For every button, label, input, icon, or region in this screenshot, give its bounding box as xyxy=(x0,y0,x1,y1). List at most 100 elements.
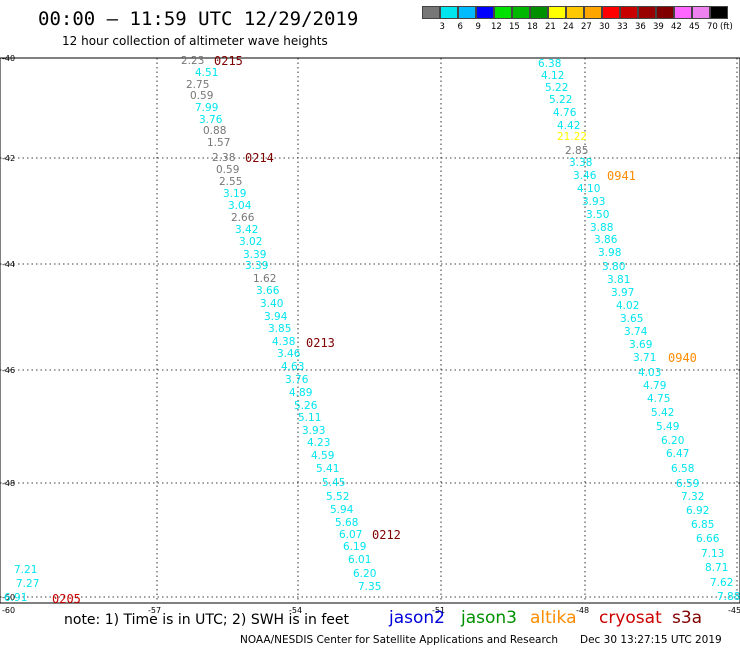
legend-value: 45 xyxy=(689,22,700,32)
swh-value: 3.97 xyxy=(611,287,634,299)
legend-swatch xyxy=(602,6,620,19)
swh-value: 6.91 xyxy=(4,592,27,604)
swh-value: 4.10 xyxy=(577,183,600,195)
legend-swatch xyxy=(710,6,728,19)
swh-value: 3.42 xyxy=(235,224,258,236)
satellite-s3a: s3a xyxy=(672,608,703,628)
swh-value: 6.20 xyxy=(353,568,376,580)
legend-swatch xyxy=(620,6,638,19)
legend-swatch xyxy=(512,6,530,19)
swh-value: 5.42 xyxy=(651,407,674,419)
legend-swatch xyxy=(494,6,512,19)
swh-value: 3.81 xyxy=(607,274,630,286)
legend-value: 15 xyxy=(509,22,520,32)
swh-value: 3.66 xyxy=(256,285,280,297)
swh-value: 2.55 xyxy=(219,176,242,188)
swh-value: 5.11 xyxy=(298,412,321,424)
swh-value: 4.12 xyxy=(541,70,564,82)
swh-value: 3.93 xyxy=(582,196,605,208)
swh-value: 7.32 xyxy=(681,491,704,503)
swh-value: 4.76 xyxy=(553,107,577,119)
pass-time: 0205 xyxy=(52,592,81,606)
swh-value: 2.85 xyxy=(565,145,588,157)
swh-value: 6.20 xyxy=(661,435,684,447)
swh-value: 5.49 xyxy=(656,421,679,433)
swh-value: 4.89 xyxy=(289,387,312,399)
swh-tracks: 2.234.512.750.597.993.760.881.572.380.59… xyxy=(4,55,740,604)
legend-value: 12 xyxy=(491,22,502,32)
swh-value: 3.39 xyxy=(245,260,268,272)
pass-time-labels: 0215 0214 0213 0212 0941 0940 0205 xyxy=(52,54,697,606)
swh-value: 5.41 xyxy=(316,463,339,475)
legend-value: 3 xyxy=(439,22,445,32)
swh-value: 0.59 xyxy=(216,164,239,176)
lon-label: -57 xyxy=(148,606,161,615)
swh-value: 2.23 xyxy=(181,55,204,67)
pass-time: 0214 xyxy=(245,151,274,165)
lon-label: -48 xyxy=(576,606,589,615)
lat-label: -50 xyxy=(2,593,15,602)
legend-swatch xyxy=(584,6,602,19)
swh-value: 3.04 xyxy=(228,200,252,212)
swh-value: 4.38 xyxy=(272,336,295,348)
swh-value: 6.59 xyxy=(676,478,699,490)
legend-swatch xyxy=(458,6,476,19)
swh-value: 4.23 xyxy=(307,437,330,449)
swh-value: 7.88 xyxy=(717,591,740,603)
legend-value: 36 xyxy=(635,22,646,32)
legend-swatch xyxy=(638,6,656,19)
grid-lines xyxy=(0,57,740,604)
lon-label: -45 xyxy=(728,606,740,615)
swh-value: 5.45 xyxy=(322,477,345,489)
swh-value: 7.13 xyxy=(701,548,724,560)
swh-value: 0.88 xyxy=(203,125,226,137)
legend-value: 21 xyxy=(545,22,556,32)
legend-swatch xyxy=(692,6,710,19)
pass-time: 0941 xyxy=(607,169,636,183)
latitude-labels: -40 -42 -44 -46 -48 -50 xyxy=(2,54,15,602)
lon-label: -51 xyxy=(432,606,445,615)
satellite-altika: altika xyxy=(530,608,577,628)
legend-value: 24 xyxy=(563,22,574,32)
lat-label: -40 xyxy=(2,54,15,63)
longitude-labels: -60 -57 -54 -51 -48 -45 xyxy=(2,606,740,615)
pass-time: 0940 xyxy=(668,351,697,365)
swh-value: 3.76 xyxy=(199,114,223,126)
swh-value: 5.68 xyxy=(335,517,358,529)
swh-value: 4.63 xyxy=(281,361,304,373)
swh-value: 6.92 xyxy=(686,505,709,517)
swh-value: 0.59 xyxy=(190,90,213,102)
swh-value: 21.22 xyxy=(557,131,587,143)
lat-label: -44 xyxy=(2,260,15,269)
swh-value: 5.52 xyxy=(326,491,349,503)
legend-value: 33 xyxy=(617,22,628,32)
swh-value: 3.98 xyxy=(598,247,621,259)
swh-value: 3.02 xyxy=(239,236,262,248)
legend-swatch xyxy=(656,6,674,19)
swh-value: 3.46 xyxy=(277,348,301,360)
legend-swatch xyxy=(476,6,494,19)
swh-value: 3.85 xyxy=(268,323,291,335)
swh-value: 4.75 xyxy=(647,393,670,405)
swh-value: 5.22 xyxy=(549,94,572,106)
page-title: 00:00 – 11:59 UTC 12/29/2019 xyxy=(38,8,359,30)
swh-value: 6.07 xyxy=(339,529,362,541)
swh-value: 3.94 xyxy=(264,311,288,323)
lat-label: -46 xyxy=(2,366,15,375)
swh-value: 6.58 xyxy=(671,463,694,475)
legend-value: 18 xyxy=(527,22,538,32)
swh-value: 1.62 xyxy=(253,273,276,285)
swh-value: 4.02 xyxy=(616,300,639,312)
legend-swatch xyxy=(440,6,458,19)
swh-value: 6.38 xyxy=(538,58,561,70)
legend-value: 39 xyxy=(653,22,664,32)
swh-value: 5.26 xyxy=(294,400,318,412)
swh-value: 6.19 xyxy=(343,541,366,553)
legend-swatch xyxy=(422,6,440,19)
swh-value: 3.74 xyxy=(624,326,648,338)
swh-value: 7.27 xyxy=(16,578,39,590)
footer-note: note: 1) Time is in UTC; 2) SWH is in fe… xyxy=(64,612,350,628)
generated-time: Dec 30 13:27:15 UTC 2019 xyxy=(580,634,722,646)
swh-value: 4.51 xyxy=(195,67,218,79)
